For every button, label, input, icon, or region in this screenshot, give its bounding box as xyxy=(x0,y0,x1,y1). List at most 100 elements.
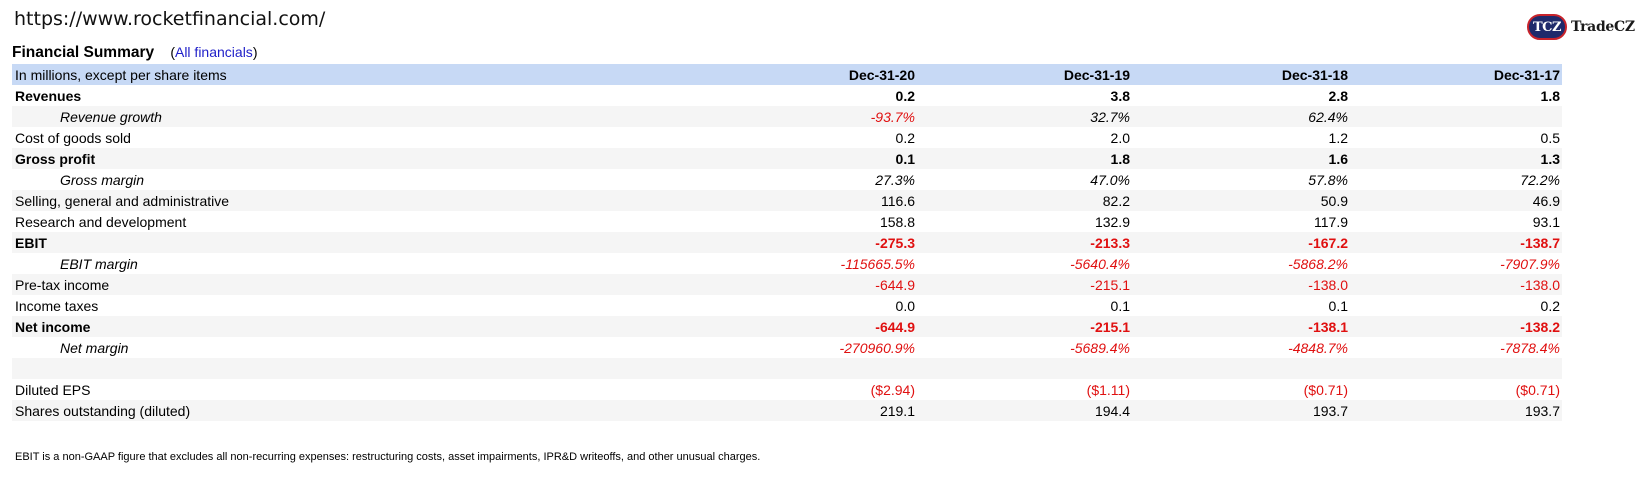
row-value: -7907.9% xyxy=(1500,255,1560,272)
row-value xyxy=(917,421,1132,442)
row-value: 62.4% xyxy=(1132,106,1350,127)
row-value: -5689.4% xyxy=(1070,339,1130,356)
table-row: Selling, general and administrative 116.6… xyxy=(12,190,1562,211)
row-value: -215.1 xyxy=(917,274,1132,295)
row-label: Income taxes xyxy=(15,297,99,314)
table-row: Income taxes 0.0 0.1 0.1 0.2 xyxy=(12,295,1562,316)
row-value: 32.7% xyxy=(917,106,1132,127)
row-value: -4848.7% xyxy=(1288,339,1348,356)
row-value: -138.1 xyxy=(1132,316,1350,337)
row-value: -644.9 xyxy=(702,274,917,295)
table-row: Pre-tax income -644.9 -215.1 -138.0 -138.0 xyxy=(12,274,1562,295)
paren-close: ) xyxy=(252,44,258,60)
table-row: Research and development 158.8 132.9 117.9 9… xyxy=(12,211,1562,232)
row-value: 1.6 xyxy=(1132,148,1350,169)
row-value: ($2.94) xyxy=(870,381,915,398)
row-value: 50.9 xyxy=(1132,190,1350,211)
header-label: In millions, except per share items xyxy=(12,64,702,85)
table-row: Shares outstanding (diluted) 219.1 194.4 19… xyxy=(12,400,1562,421)
row-value: -270960.9% xyxy=(839,339,915,356)
title-row: Financial Summary (All financials) xyxy=(12,44,257,62)
header-col-1: Dec-31-20 xyxy=(702,64,917,85)
row-label: Diluted EPS xyxy=(15,381,91,398)
all-financials-link[interactable]: All financials xyxy=(174,44,253,60)
row-value: 158.8 xyxy=(879,213,915,230)
row-label: Research and development xyxy=(15,213,187,230)
row-value: 193.7 xyxy=(1350,400,1562,421)
row-value: ($1.11) xyxy=(1086,381,1130,398)
row-value xyxy=(1350,106,1562,127)
footnote: EBIT is a non-GAAP figure that excludes … xyxy=(15,451,761,463)
row-value: -138.0 xyxy=(1350,274,1562,295)
table-row xyxy=(12,358,1562,379)
row-value: -138.0 xyxy=(1132,274,1350,295)
row-value: 0.5 xyxy=(1540,129,1560,146)
page-url: https://www.rocketfinancial.com/ xyxy=(14,8,326,30)
row-value: 2.0 xyxy=(1110,129,1130,146)
table-row xyxy=(12,421,1562,442)
all-financials-wrapper: (All financials) xyxy=(170,44,257,60)
row-label: Selling, general and administrative xyxy=(12,190,702,211)
row-value: 1.2 xyxy=(1328,129,1348,146)
table-row: EBIT margin -115665.5% -5640.4% -5868.2% -79… xyxy=(12,253,1562,274)
row-label xyxy=(12,421,702,442)
row-value xyxy=(702,358,917,379)
row-value: -93.7% xyxy=(702,106,917,127)
row-value: 93.1 xyxy=(1532,213,1560,230)
row-label: Revenue growth xyxy=(12,106,702,127)
row-value: -5640.4% xyxy=(1070,255,1130,272)
row-label: EBIT xyxy=(12,232,702,253)
table-row: Net margin -270960.9% -5689.4% -4848.7% -787… xyxy=(12,337,1562,358)
row-value xyxy=(917,358,1132,379)
row-value: -138.7 xyxy=(1350,232,1562,253)
row-label: Net income xyxy=(12,316,702,337)
row-value: 0.2 xyxy=(895,129,915,146)
table-row: Cost of goods sold 0.2 2.0 1.2 0.5 xyxy=(12,127,1562,148)
row-label: Gross profit xyxy=(12,148,702,169)
row-value: 57.8% xyxy=(1308,171,1348,188)
header-col-2: Dec-31-19 xyxy=(917,64,1132,85)
row-value: 3.8 xyxy=(1110,87,1130,104)
table-row: EBIT -275.3 -213.3 -167.2 -138.7 xyxy=(12,232,1562,253)
row-value: 72.2% xyxy=(1520,171,1560,188)
row-value: -5868.2% xyxy=(1288,255,1348,272)
row-value xyxy=(1350,358,1562,379)
table-row: Revenue growth -93.7% 32.7% 62.4% xyxy=(12,106,1562,127)
row-label: Gross margin xyxy=(60,171,145,188)
row-value: -215.1 xyxy=(917,316,1132,337)
row-value: 46.9 xyxy=(1350,190,1562,211)
row-value: 132.9 xyxy=(1094,213,1130,230)
financial-summary-table: In millions, except per share items Dec-… xyxy=(12,64,1562,467)
row-label: Net margin xyxy=(60,339,129,356)
row-value: 117.9 xyxy=(1314,213,1348,230)
table-row: Diluted EPS ($2.94) ($1.11) ($0.71) ($0.71) xyxy=(12,379,1562,400)
page-title: Financial Summary xyxy=(12,44,155,61)
row-value: ($0.71) xyxy=(1303,381,1348,398)
row-label: Pre-tax income xyxy=(12,274,702,295)
row-value xyxy=(702,421,917,442)
row-value: 47.0% xyxy=(1090,171,1130,188)
row-value: 1.8 xyxy=(1540,87,1560,104)
row-value: -275.3 xyxy=(702,232,917,253)
row-value: 0.1 xyxy=(702,148,917,169)
row-value: 0.1 xyxy=(1328,297,1348,314)
table-row: Net income -644.9 -215.1 -138.1 -138.2 xyxy=(12,316,1562,337)
row-value: 0.1 xyxy=(1110,297,1130,314)
row-value: 193.7 xyxy=(1132,400,1350,421)
row-value: 0.2 xyxy=(1540,297,1560,314)
row-value: ($0.71) xyxy=(1515,381,1560,398)
row-value: -644.9 xyxy=(702,316,917,337)
tradecz-logo[interactable]: TCZ TradeCZ xyxy=(1527,14,1635,40)
row-value: 0.2 xyxy=(895,87,915,104)
logo-text: TradeCZ xyxy=(1571,19,1635,35)
row-value: -7878.4% xyxy=(1500,339,1560,356)
row-value: 1.3 xyxy=(1350,148,1562,169)
row-value: 219.1 xyxy=(702,400,917,421)
row-value: 2.8 xyxy=(1328,87,1348,104)
row-value: 194.4 xyxy=(917,400,1132,421)
row-value: -115665.5% xyxy=(840,255,915,272)
row-value: 116.6 xyxy=(702,190,917,211)
row-label: EBIT margin xyxy=(60,255,138,272)
row-value: -138.2 xyxy=(1350,316,1562,337)
logo-badge-icon: TCZ xyxy=(1527,14,1567,40)
